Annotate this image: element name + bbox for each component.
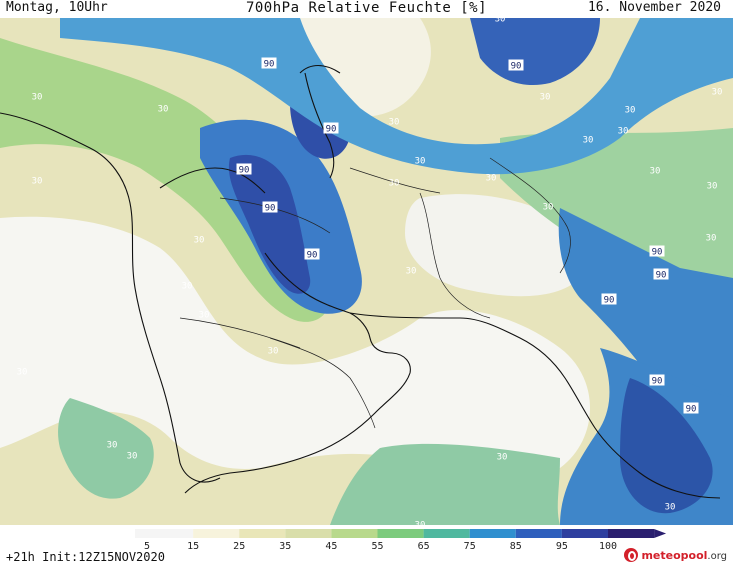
- contour-label: 90: [264, 60, 275, 70]
- colorbar-ticks: 5 15 25 35 45 55 65 75 85 95 100: [144, 541, 617, 552]
- colorbar-cell: [469, 529, 516, 538]
- colorbar-tick-label: 35: [279, 541, 291, 552]
- contour-label-box: [236, 163, 252, 175]
- contour-label: 30: [618, 127, 629, 137]
- contour-label: 30: [389, 118, 400, 128]
- colorbar-tick-label: 45: [325, 541, 337, 552]
- contour-label: 30: [650, 167, 661, 177]
- contour-label: 90: [652, 248, 663, 258]
- colorbar-tick-label: 75: [464, 541, 476, 552]
- humid-north-belt: [60, 18, 733, 175]
- dry-zone-arabia: [0, 216, 590, 479]
- logo-icon: [624, 548, 639, 562]
- colorbar-tick-label: 15: [187, 541, 199, 552]
- humid-sea-south: [330, 443, 560, 525]
- colorbar-tick-label: 100: [599, 541, 617, 552]
- colorbar-tick-label: 25: [233, 541, 245, 552]
- colorbar-cell: [561, 529, 608, 538]
- colorbar-arrow: [654, 529, 667, 538]
- contour-label: 30: [415, 157, 426, 167]
- map-title: 700hPa Relative Feuchte [%]: [245, 0, 488, 16]
- humid-bay-core: [620, 378, 713, 514]
- contour-label: 30: [486, 174, 497, 184]
- colorbar-cell: [285, 529, 332, 538]
- logo-tld: .org: [707, 550, 727, 562]
- contour-label: 30: [17, 368, 28, 378]
- contour-label-box: [653, 268, 669, 280]
- contour-label: 30: [540, 93, 551, 103]
- borders: [179, 157, 571, 429]
- contour-label: 30: [389, 179, 400, 189]
- coastlines: [0, 64, 721, 499]
- contour-label: 30: [543, 203, 554, 213]
- contour-label-box: [508, 59, 524, 71]
- contour-label: 30: [268, 347, 279, 357]
- contour-label: 30: [107, 441, 118, 451]
- logo-main: meteopool: [641, 548, 708, 562]
- init-time: +21h Init:12Z15NOV2020: [6, 550, 165, 564]
- contour-label-box: [261, 57, 277, 69]
- contour-label: 90: [265, 204, 276, 214]
- colorbar-cell: [331, 529, 378, 538]
- contour-label-box: [649, 374, 665, 386]
- contour-label: 90: [307, 251, 318, 261]
- contour-label: 30: [199, 311, 210, 321]
- valid-date: 16. November 2020: [587, 0, 721, 15]
- contour-label: 30: [406, 267, 417, 277]
- dry-zone-pakistan: [405, 194, 591, 297]
- contour-label: 30: [415, 521, 426, 526]
- contour-label: 90: [604, 296, 615, 306]
- contour-label: 30: [158, 105, 169, 115]
- contour-label: 90: [239, 166, 250, 176]
- humidity-map: 90 90 90 90 90 90 90 90 90 90 90 30 30 30 30 30 30 30 30 30…: [0, 18, 733, 525]
- contour-label: 90: [656, 271, 667, 281]
- contour-label: 90: [686, 405, 697, 415]
- contour-label: 30: [127, 452, 138, 462]
- colorbar-tick-label: 5: [144, 541, 150, 552]
- contour-label: 90: [511, 62, 522, 72]
- contour-label: 30: [194, 236, 205, 246]
- colorbar-cell: [239, 529, 286, 538]
- meteopool-logo[interactable]: meteopool.org: [624, 546, 727, 564]
- colorbar-cell: [608, 529, 655, 538]
- contour-label: 30: [712, 88, 723, 98]
- colorbar-tick-label: 55: [371, 541, 383, 552]
- contour-label: 30: [495, 18, 506, 25]
- colorbar-cell: [135, 529, 194, 538]
- contour-label-box: [683, 402, 699, 414]
- contour-label-box: [304, 248, 320, 260]
- colorbar: 5 15 25 35 45 55 65 75 85 95 100: [0, 527, 733, 566]
- contour-label: 90: [652, 377, 663, 387]
- contour-label: 30: [182, 282, 193, 292]
- contour-label: 30: [32, 177, 43, 187]
- humid-red-sea: [58, 398, 154, 499]
- humid-core-iraq: [228, 154, 311, 294]
- contour-label-box: [262, 201, 278, 213]
- colorbar-cell: [377, 529, 424, 538]
- contour-label-box: [601, 293, 617, 305]
- contour-label: 30: [707, 182, 718, 192]
- moist-band-green: [0, 38, 330, 322]
- contour-label: 30: [625, 106, 636, 116]
- contour-label: 30: [706, 234, 717, 244]
- contour-label-box: [649, 245, 665, 257]
- colorbar-tick-label: 85: [510, 541, 522, 552]
- colorbar-cell: [423, 529, 470, 538]
- contour-label: 30: [497, 453, 508, 463]
- colorbar-cells: [135, 529, 667, 538]
- colorbar-cell: [515, 529, 562, 538]
- contour-label: 30: [665, 503, 676, 513]
- valid-day-time: Montag, 10Uhr: [6, 0, 108, 15]
- colorbar-tick-label: 95: [556, 541, 568, 552]
- colorbar-tick-label: 65: [418, 541, 430, 552]
- humid-tibet: [470, 18, 600, 86]
- contour-label-box: [323, 122, 339, 134]
- contour-label: 90: [326, 125, 337, 135]
- contour-labels: 90 90 90 90 90 90 90 90 90 90 90 30 30 30 30 30 30 30 30 30…: [17, 18, 723, 526]
- colorbar-cell: [193, 529, 240, 538]
- contour-label: 30: [32, 93, 43, 103]
- contour-label: 30: [583, 136, 594, 146]
